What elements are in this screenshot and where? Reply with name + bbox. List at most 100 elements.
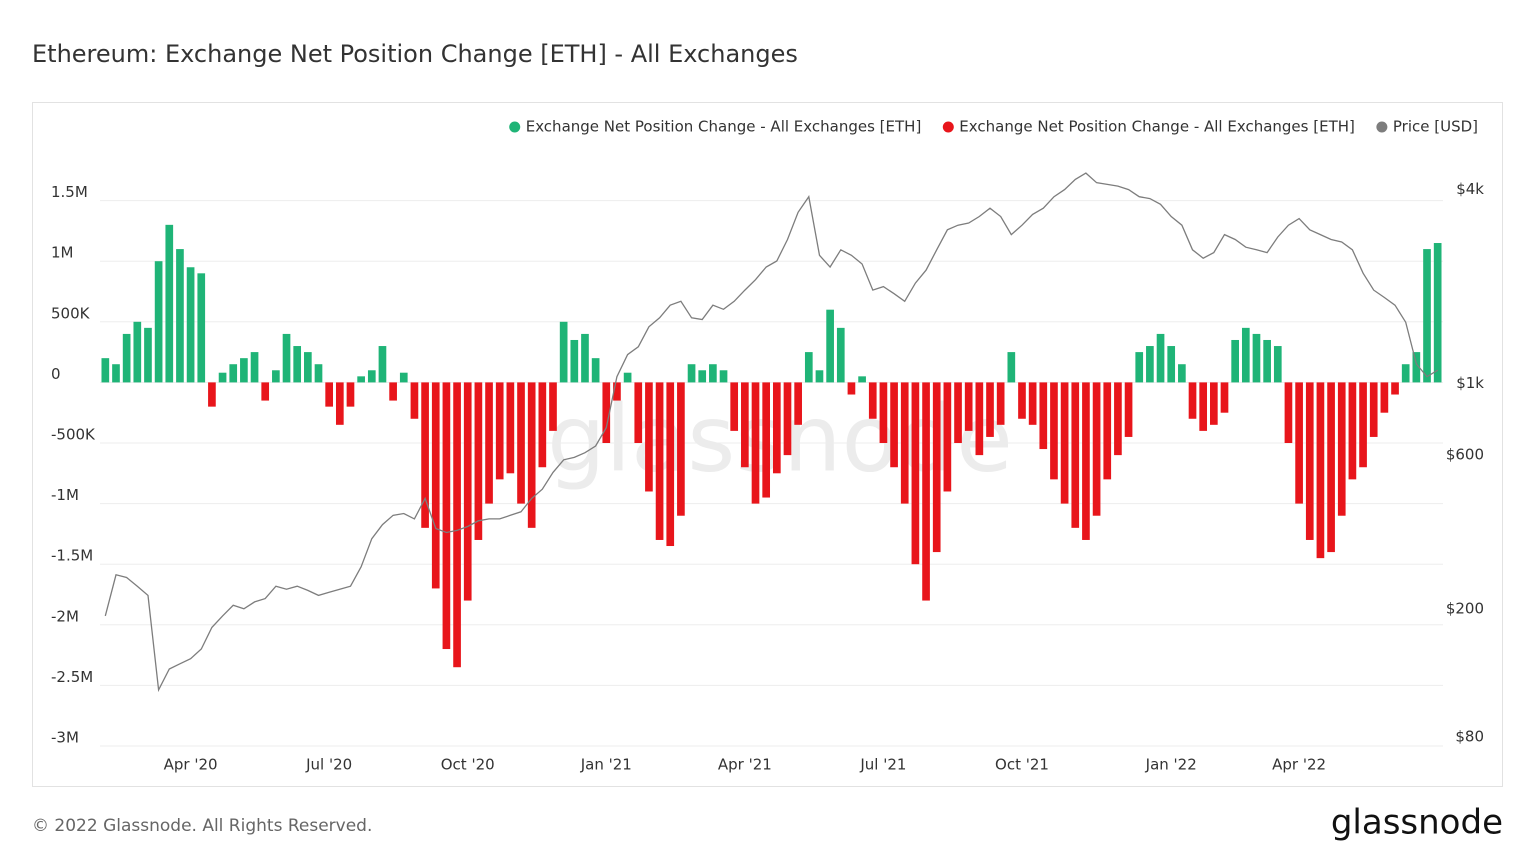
bar: [943, 382, 952, 492]
y2-tick-label: $200: [1446, 599, 1484, 617]
y-tick-label: 1.5M: [51, 183, 88, 201]
bar: [1114, 382, 1122, 456]
x-tick-label: Jan '22: [1145, 756, 1197, 774]
bar: [208, 382, 216, 407]
bar: [421, 382, 429, 528]
bar: [538, 382, 547, 468]
bar: [1380, 382, 1389, 413]
bar: [868, 382, 877, 419]
bar: [399, 372, 408, 383]
bar: [101, 358, 110, 383]
bar: [858, 376, 866, 383]
bar: [922, 382, 930, 601]
x-tick-label: Oct '21: [995, 756, 1049, 774]
bar: [1241, 327, 1250, 383]
bar: [1295, 382, 1303, 504]
bar: [1252, 333, 1261, 383]
bar: [879, 382, 888, 443]
bar: [442, 382, 451, 650]
bar: [527, 382, 536, 528]
chart-title: Ethereum: Exchange Net Position Change […: [32, 40, 798, 68]
y-tick-label: 1M: [51, 244, 74, 262]
bar: [357, 376, 365, 383]
bar: [1337, 382, 1346, 516]
y-tick-label: -2M: [51, 607, 79, 625]
bar: [176, 249, 184, 383]
bar: [1273, 346, 1282, 383]
bar: [133, 321, 142, 383]
bar: [986, 382, 994, 437]
bar: [751, 382, 760, 504]
bar: [677, 382, 685, 516]
bar: [144, 327, 152, 383]
bar: [250, 352, 259, 383]
bar: [698, 370, 707, 383]
bar: [783, 382, 792, 456]
legend-marker: [1376, 121, 1388, 133]
y-tick-label: 0: [51, 365, 61, 383]
bar: [229, 364, 238, 383]
bar: [1391, 382, 1399, 395]
bar: [1028, 382, 1037, 425]
bar: [517, 382, 525, 504]
bar: [964, 382, 973, 431]
bar: [1327, 382, 1335, 553]
bar: [122, 333, 131, 383]
x-tick-label: Apr '22: [1272, 756, 1326, 774]
bar: [218, 372, 227, 383]
bar: [634, 382, 643, 443]
x-tick-label: Jul '20: [305, 756, 352, 774]
bar: [1092, 382, 1101, 516]
bar: [1167, 346, 1176, 383]
x-tick-label: Apr '20: [164, 756, 218, 774]
chart-frame: [32, 102, 1503, 787]
bar: [1231, 339, 1239, 383]
bar: [709, 364, 717, 383]
bar: [485, 382, 493, 504]
bar: [1263, 339, 1271, 383]
bar: [1401, 364, 1410, 383]
bar: [687, 364, 696, 383]
bar: [1135, 352, 1144, 383]
bar: [1103, 382, 1112, 480]
x-tick-label: Jan '21: [580, 756, 632, 774]
y-tick-label: -1.5M: [51, 547, 93, 565]
bar: [954, 382, 962, 443]
bar: [1071, 382, 1080, 528]
bar: [272, 370, 280, 383]
bar: [197, 273, 206, 383]
bar: [154, 261, 163, 383]
bar: [623, 372, 632, 383]
bar: [1359, 382, 1367, 468]
bar: [1124, 382, 1133, 437]
bar: [1039, 382, 1048, 450]
bar: [1060, 382, 1069, 504]
bar: [826, 309, 834, 383]
bar: [741, 382, 749, 468]
bar: [1348, 382, 1357, 480]
bar: [581, 333, 589, 383]
bar: [186, 267, 195, 383]
legend-marker: [942, 121, 954, 133]
y2-tick-label: $4k: [1456, 180, 1484, 198]
bar: [1050, 382, 1058, 480]
y2-tick-label: $600: [1446, 446, 1484, 464]
bar: [389, 382, 397, 401]
bar: [794, 382, 802, 425]
bar: [453, 382, 461, 668]
bar: [932, 382, 941, 553]
x-tick-label: Apr '21: [718, 756, 772, 774]
bar: [506, 382, 515, 474]
bar: [1199, 382, 1208, 431]
y-tick-label: -1M: [51, 486, 79, 504]
bar: [559, 321, 568, 383]
bar: [900, 382, 909, 504]
bar: [836, 327, 845, 383]
bar: [890, 382, 898, 468]
legend-label: Exchange Net Position Change - All Excha…: [526, 118, 922, 136]
bar: [1188, 382, 1197, 419]
bar: [570, 339, 579, 383]
bar: [549, 382, 557, 431]
bar: [645, 382, 653, 492]
